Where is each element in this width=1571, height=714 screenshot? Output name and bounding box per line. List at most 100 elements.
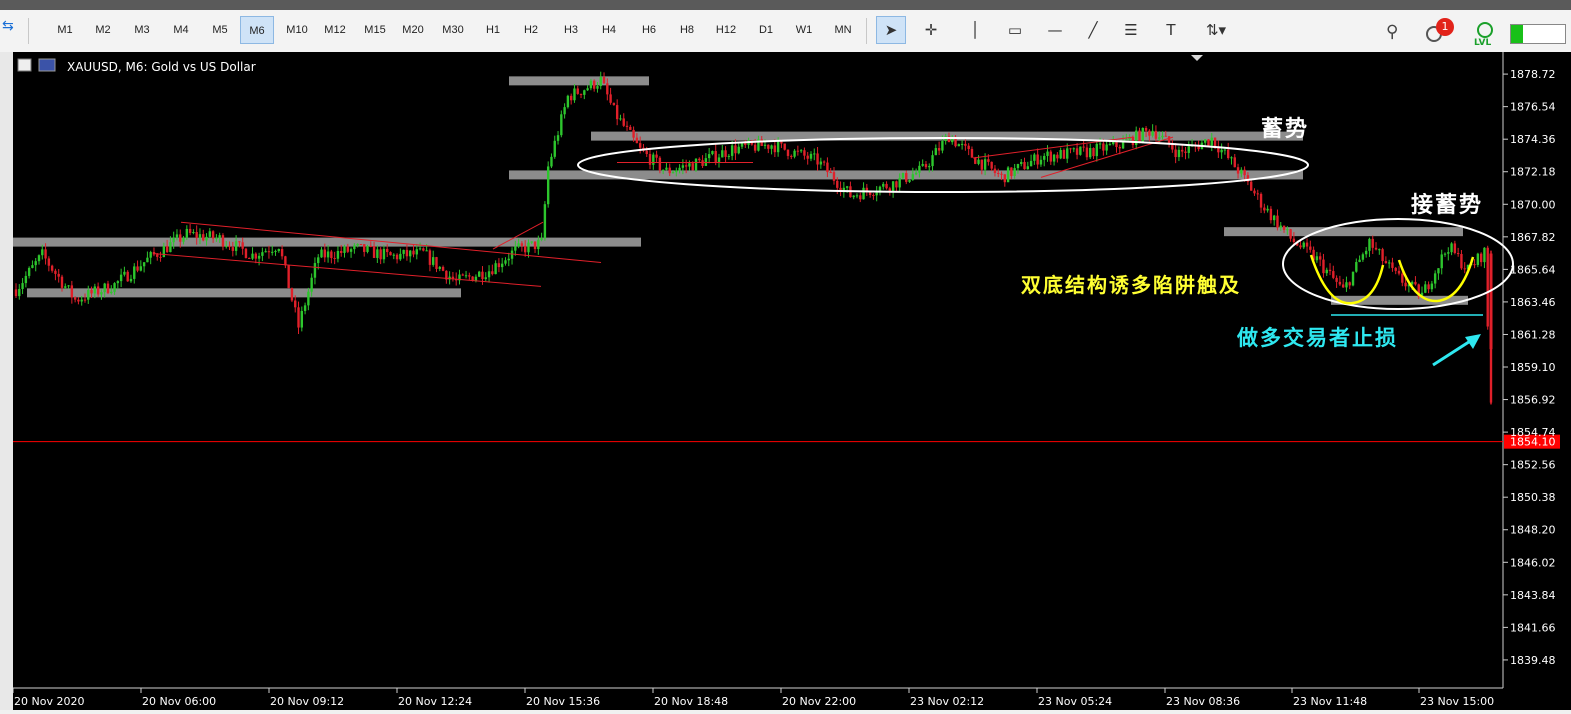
candle-body	[763, 144, 767, 146]
annotation-label[interactable]: 接蓄势	[1411, 192, 1483, 218]
annotation-label[interactable]: 做多交易者止损	[1236, 326, 1398, 350]
chart-title: XAUUSD, M6: Gold vs US Dollar	[67, 60, 256, 74]
y-tick-label: 1876.54	[1510, 101, 1556, 114]
timeframe-m2[interactable]: M2	[95, 24, 111, 36]
candle-body	[1085, 147, 1089, 158]
candle-body	[1450, 243, 1453, 253]
candle-body	[182, 237, 185, 242]
candle-body	[786, 149, 790, 156]
candle-body	[129, 278, 133, 282]
candle-body	[822, 161, 826, 163]
candle-body	[1292, 238, 1296, 242]
support-resistance-zone[interactable]	[1224, 227, 1463, 237]
timeframe-h2[interactable]: H2	[523, 24, 539, 36]
candle-body	[1466, 264, 1470, 270]
annotation-label[interactable]: 双底结构诱多陷阱触及	[1021, 273, 1241, 297]
candle-body	[1010, 167, 1013, 177]
notifications-button[interactable]: 1	[1426, 18, 1454, 44]
timeframe-h12[interactable]: H12	[715, 24, 737, 36]
consolidation-ellipse[interactable]	[1282, 218, 1514, 310]
candle-body	[1098, 143, 1102, 145]
candle-body	[21, 283, 24, 289]
timeframe-m1[interactable]: M1	[57, 24, 73, 36]
candle-body	[1269, 208, 1273, 221]
candle-body	[1348, 282, 1351, 286]
rectangle-icon[interactable]: ▭	[1007, 21, 1023, 39]
candle-body	[829, 172, 832, 174]
candle-body	[671, 172, 675, 174]
candle-body	[336, 250, 340, 259]
timeframe-h4[interactable]: H4	[601, 24, 617, 36]
fibonacci-icon[interactable]: ☰	[1124, 21, 1138, 39]
cursor-icon[interactable]: ➤	[876, 16, 906, 44]
candle-body	[218, 235, 221, 238]
search-icon[interactable]: ⚲	[1386, 22, 1399, 42]
candle-body	[330, 251, 333, 258]
arrows-panel-icon[interactable]: ⇆	[2, 18, 14, 34]
timeframe-m30[interactable]: M30	[442, 24, 464, 36]
candle-body	[241, 242, 244, 249]
scroll-marker-icon[interactable]	[1191, 55, 1203, 61]
timeframe-h6[interactable]: H6	[641, 24, 657, 36]
candle-body	[868, 191, 872, 195]
candle-body	[1174, 149, 1177, 158]
candle-body	[730, 145, 734, 156]
candle-body	[901, 172, 905, 178]
candle-body	[1121, 140, 1125, 149]
current-price-label: 1854.10	[1510, 436, 1556, 449]
trend-line[interactable]	[1040, 136, 1174, 178]
candle-body	[54, 270, 57, 274]
horizontal-line-icon[interactable]: —	[1047, 21, 1063, 39]
candle-body	[645, 150, 648, 155]
text-icon[interactable]: T	[1166, 21, 1176, 39]
trend-line[interactable]	[492, 221, 544, 250]
chart-area[interactable]: 1854.10 1878.72 1876.54 1874.36 1872.18 1870…	[12, 52, 1571, 710]
support-resistance-zone[interactable]	[1331, 295, 1468, 305]
price-chart[interactable]: 1854.10 1878.72 1876.54 1874.36 1872.18 1870…	[12, 52, 1571, 710]
timeframe-w1[interactable]: W1	[795, 24, 813, 36]
timeframe-m5[interactable]: M5	[212, 24, 228, 36]
timeframe-m20[interactable]: M20	[402, 24, 424, 36]
crosshair-icon[interactable]: ✛	[924, 21, 938, 39]
timeframe-m15[interactable]: M15	[364, 24, 386, 36]
candle-body	[1154, 130, 1158, 139]
timeframe-h8[interactable]: H8	[679, 24, 695, 36]
consolidation-ellipse[interactable]	[577, 137, 1309, 193]
candle-body	[839, 187, 842, 192]
candle-body	[159, 256, 162, 258]
support-resistance-zone[interactable]	[591, 131, 1303, 141]
y-tick-label: 1867.82	[1510, 231, 1556, 244]
timeframe-m12[interactable]: M12	[324, 24, 346, 36]
candle-body	[77, 299, 80, 302]
candle-body	[1135, 130, 1138, 146]
timeframe-m4[interactable]: M4	[173, 24, 189, 36]
trend-line-icon[interactable]: ╱	[1088, 21, 1098, 39]
timeframe-m6[interactable]: M6	[240, 16, 274, 44]
level-button[interactable]: LVL	[1472, 20, 1500, 50]
annotation-label[interactable]: 蓄势	[1261, 116, 1309, 142]
timeframe-h3[interactable]: H3	[563, 24, 579, 36]
timeframe-h1[interactable]: H1	[485, 24, 501, 36]
timeframe-d1[interactable]: D1	[758, 24, 774, 36]
trend-line[interactable]	[180, 221, 602, 264]
support-resistance-zone[interactable]	[27, 288, 461, 298]
candle-body	[50, 265, 54, 271]
support-resistance-zone[interactable]	[509, 76, 649, 86]
candle-body	[688, 163, 691, 167]
timeframe-m10[interactable]: M10	[286, 24, 308, 36]
candle-body	[1256, 193, 1259, 195]
double-bottom-curve[interactable]	[1397, 256, 1475, 303]
candle-body	[1312, 249, 1315, 261]
timeframe-m3[interactable]: M3	[134, 24, 150, 36]
timeframe-mn[interactable]: MN	[834, 24, 852, 36]
candle-body	[1391, 262, 1394, 268]
trend-line[interactable]	[152, 253, 542, 287]
support-resistance-zone[interactable]	[13, 237, 641, 247]
arrows-icon[interactable]: ⇅▾	[1205, 21, 1227, 39]
candle-body	[1006, 167, 1010, 183]
candle-body	[1062, 150, 1066, 159]
double-bottom-curve[interactable]	[1309, 254, 1385, 305]
candle-body	[267, 251, 271, 253]
vertical-line-icon[interactable]: │	[970, 21, 980, 39]
candle-body	[1460, 254, 1463, 269]
